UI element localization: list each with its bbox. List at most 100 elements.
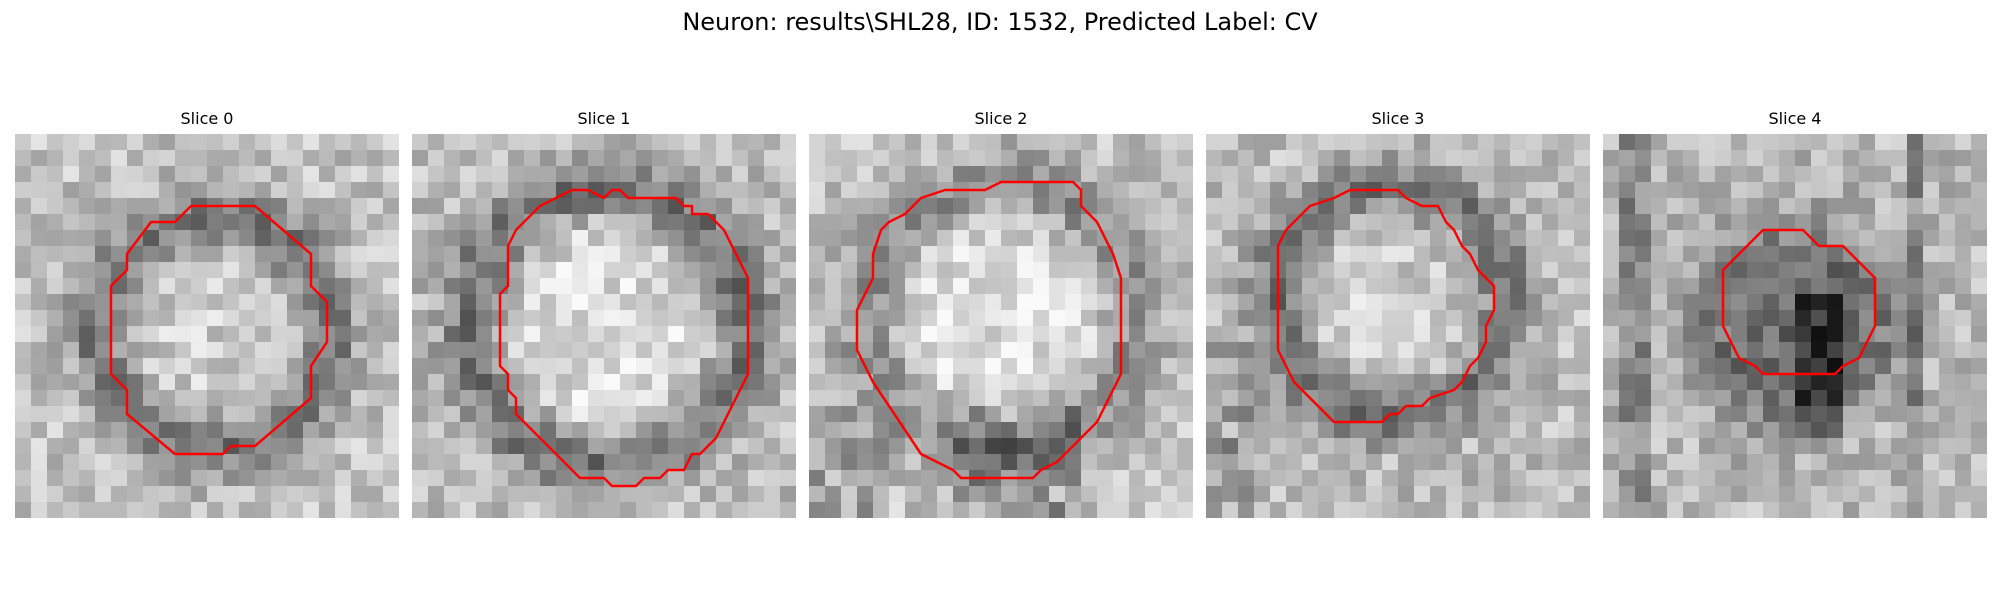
- image-pixel: [223, 326, 239, 342]
- image-pixel: [1667, 502, 1683, 518]
- image-pixel: [841, 230, 857, 246]
- image-pixel: [1414, 294, 1430, 310]
- image-pixel: [1302, 246, 1318, 262]
- image-pixel: [47, 454, 63, 470]
- image-pixel: [1302, 486, 1318, 502]
- image-pixel: [1113, 422, 1129, 438]
- image-pixel: [428, 294, 444, 310]
- image-pixel: [1779, 390, 1795, 406]
- image-pixel: [1382, 294, 1398, 310]
- image-pixel: [319, 182, 335, 198]
- image-pixel: [748, 390, 764, 406]
- image-pixel: [1177, 310, 1193, 326]
- image-pixel: [223, 182, 239, 198]
- image-pixel: [95, 470, 111, 486]
- image-pixel: [700, 278, 716, 294]
- image-pixel: [1462, 230, 1478, 246]
- image-pixel: [1795, 246, 1811, 262]
- image-pixel: [1526, 470, 1542, 486]
- image-pixel: [809, 246, 825, 262]
- image-pixel: [111, 422, 127, 438]
- image-pixel: [1875, 246, 1891, 262]
- image-pixel: [1971, 230, 1987, 246]
- image-pixel: [764, 198, 780, 214]
- image-pixel: [223, 358, 239, 374]
- image-pixel: [1254, 134, 1270, 150]
- image-pixel: [1891, 134, 1907, 150]
- image-pixel: [1811, 262, 1827, 278]
- image-pixel: [1558, 294, 1574, 310]
- image-pixel: [1145, 310, 1161, 326]
- image-pixel: [460, 502, 476, 518]
- image-pixel: [700, 134, 716, 150]
- image-pixel: [604, 246, 620, 262]
- image-pixel: [668, 406, 684, 422]
- image-pixel: [1558, 150, 1574, 166]
- image-pixel: [1161, 134, 1177, 150]
- segmentation-outline: [1721, 228, 1877, 376]
- image-pixel: [636, 262, 652, 278]
- image-pixel: [367, 166, 383, 182]
- image-pixel: [412, 134, 428, 150]
- image-pixel: [604, 134, 620, 150]
- image-pixel: [732, 150, 748, 166]
- image-pixel: [1446, 166, 1462, 182]
- image-pixel: [15, 294, 31, 310]
- image-pixel: [1494, 278, 1510, 294]
- image-pixel: [572, 422, 588, 438]
- image-pixel: [1065, 230, 1081, 246]
- image-pixel: [207, 438, 223, 454]
- image-pixel: [1286, 454, 1302, 470]
- image-pixel: [239, 230, 255, 246]
- image-pixel: [1699, 262, 1715, 278]
- image-pixel: [223, 502, 239, 518]
- image-pixel: [1875, 134, 1891, 150]
- image-pixel: [1318, 214, 1334, 230]
- image-pixel: [524, 390, 540, 406]
- image-pixel: [716, 502, 732, 518]
- image-pixel: [239, 150, 255, 166]
- image-pixel: [1891, 198, 1907, 214]
- image-pixel: [1398, 134, 1414, 150]
- image-pixel: [1955, 342, 1971, 358]
- image-pixel: [889, 390, 905, 406]
- image-pixel: [239, 422, 255, 438]
- image-pixel: [1811, 166, 1827, 182]
- image-pixel: [1971, 246, 1987, 262]
- image-pixel: [476, 310, 492, 326]
- image-pixel: [652, 166, 668, 182]
- image-pixel: [636, 358, 652, 374]
- image-pixel: [383, 486, 399, 502]
- image-pixel: [556, 166, 572, 182]
- image-pixel: [1763, 470, 1779, 486]
- image-pixel: [367, 150, 383, 166]
- image-pixel: [1923, 438, 1939, 454]
- image-pixel: [367, 198, 383, 214]
- image-pixel: [953, 134, 969, 150]
- image-pixel: [1334, 454, 1350, 470]
- image-pixel: [1779, 230, 1795, 246]
- image-pixel: [1574, 150, 1590, 166]
- image-pixel: [1286, 230, 1302, 246]
- image-pixel: [383, 454, 399, 470]
- image-pixel: [1382, 358, 1398, 374]
- image-pixel: [921, 438, 937, 454]
- image-pixel: [636, 390, 652, 406]
- image-pixel: [969, 390, 985, 406]
- image-pixel: [1859, 422, 1875, 438]
- image-pixel: [825, 310, 841, 326]
- image-pixel: [1923, 422, 1939, 438]
- image-pixel: [873, 262, 889, 278]
- image-pixel: [95, 294, 111, 310]
- image-pixel: [1542, 182, 1558, 198]
- image-pixel: [15, 326, 31, 342]
- image-pixel: [1763, 278, 1779, 294]
- image-pixel: [207, 214, 223, 230]
- image-pixel: [1558, 262, 1574, 278]
- image-pixel: [652, 326, 668, 342]
- image-pixel: [1603, 262, 1619, 278]
- image-pixel: [873, 406, 889, 422]
- image-pixel: [1923, 390, 1939, 406]
- image-pixel: [732, 182, 748, 198]
- image-pixel: [1715, 134, 1731, 150]
